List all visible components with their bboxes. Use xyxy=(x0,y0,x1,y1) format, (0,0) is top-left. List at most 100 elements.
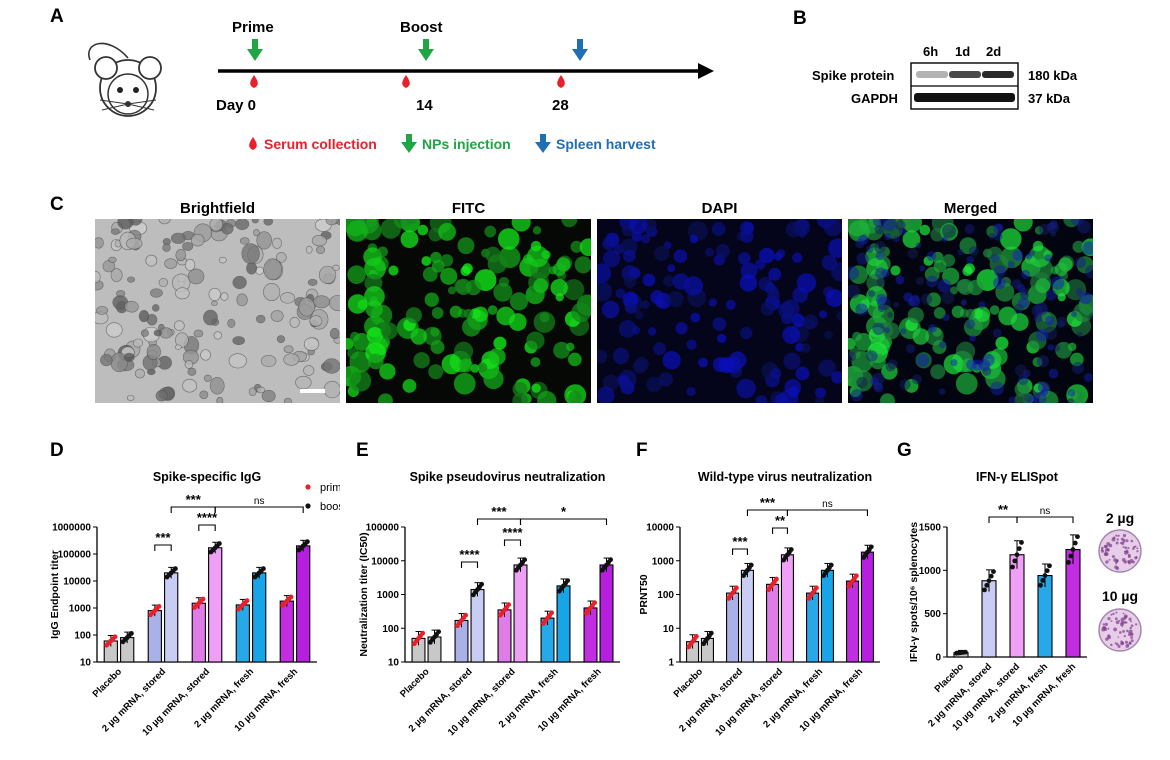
cell xyxy=(96,306,109,315)
data-point xyxy=(814,585,819,591)
fitc-cell xyxy=(563,279,585,301)
cell xyxy=(126,237,143,250)
data-point xyxy=(129,630,134,636)
legend-prime-marker xyxy=(305,484,311,490)
y-tick-label: 1000 xyxy=(69,604,92,615)
elispot-spot xyxy=(1104,550,1107,552)
legend-boost-marker xyxy=(305,503,311,509)
merged-nucleus xyxy=(884,232,892,241)
merged-cell xyxy=(1054,262,1068,277)
merged-nucleus xyxy=(850,389,864,402)
fitc-cell xyxy=(349,351,372,373)
fitc-cell xyxy=(378,393,393,403)
elispot-spot xyxy=(1120,537,1124,541)
cell xyxy=(322,358,340,374)
merged-nucleus xyxy=(874,225,885,235)
merged-nucleus xyxy=(848,266,860,281)
merged-nucleus xyxy=(893,235,900,243)
elispot-spot xyxy=(1130,636,1133,639)
data-point xyxy=(1070,547,1076,552)
merged-nucleus xyxy=(895,220,906,231)
dapi-nucleus xyxy=(629,219,648,234)
bar xyxy=(252,572,267,663)
fitc-cell xyxy=(379,363,396,380)
cell xyxy=(303,365,315,376)
cell xyxy=(158,278,169,287)
elispot-spot xyxy=(1117,644,1121,648)
merged-nucleus xyxy=(876,277,886,287)
bar xyxy=(208,547,223,663)
merged-cell xyxy=(951,305,965,318)
fitc-cell xyxy=(441,354,462,375)
elispot-spot xyxy=(1128,617,1132,621)
fitc-cell xyxy=(496,306,516,326)
elispot-spot xyxy=(1134,623,1138,626)
merged-cell xyxy=(1073,302,1093,323)
dapi-nucleus xyxy=(760,301,775,316)
elispot-spot xyxy=(1127,643,1130,646)
dapi-nucleus xyxy=(653,342,666,356)
y-tick-label: 0 xyxy=(935,653,941,664)
merged-nucleus xyxy=(1021,269,1031,279)
dapi-nucleus xyxy=(755,259,766,270)
data-point xyxy=(1047,563,1052,569)
merged-nucleus xyxy=(990,381,1004,396)
panel-label-c: C xyxy=(50,194,64,215)
fitc-cell xyxy=(346,367,352,378)
elispot-spot xyxy=(1111,554,1115,559)
merged-cell xyxy=(902,230,921,249)
fitc-cell xyxy=(430,327,440,337)
merged-nucleus xyxy=(1053,344,1061,352)
dapi-nucleus xyxy=(642,273,656,287)
merged-nucleus xyxy=(1011,279,1022,290)
fitc-cell xyxy=(465,279,482,296)
elispot-spot xyxy=(1110,643,1113,647)
panel-label-g: G xyxy=(897,440,912,461)
fitc-cell xyxy=(579,238,591,257)
cell xyxy=(263,282,281,301)
significance-bracket xyxy=(214,506,304,513)
fitc-cell xyxy=(421,256,432,266)
dapi-nucleus xyxy=(718,357,735,374)
significance-label: ns xyxy=(822,499,833,510)
cell xyxy=(158,219,171,225)
fitc-cell xyxy=(539,312,550,323)
data-point xyxy=(420,630,426,636)
dapi-nucleus xyxy=(635,310,644,320)
elispot-spot xyxy=(1121,557,1126,562)
fitc-cell xyxy=(568,390,582,403)
significance-label: ns xyxy=(254,496,265,507)
elispot-spot xyxy=(1117,534,1120,537)
elispot-spot xyxy=(1111,537,1116,542)
fitc-cell xyxy=(483,368,504,390)
bar xyxy=(470,589,485,663)
y-tick-label: 1000000 xyxy=(52,523,91,534)
merged-nucleus xyxy=(1008,396,1017,403)
bar xyxy=(820,569,834,663)
fitc-cell xyxy=(488,348,506,366)
merged-nucleus xyxy=(866,350,878,362)
merged-nucleus xyxy=(1045,315,1055,326)
merged-cell xyxy=(967,279,984,296)
merged-nucleus xyxy=(915,242,922,249)
cell xyxy=(164,258,178,269)
cell xyxy=(105,322,123,338)
chart-e: Spike pseudovirus neutralization 10 100 100… xyxy=(358,470,620,738)
significance-bracket xyxy=(460,561,479,568)
lane-1d: 1d xyxy=(955,44,970,59)
cell xyxy=(325,219,338,226)
serum-collection-drop xyxy=(250,75,565,88)
dapi-nucleus xyxy=(602,250,621,268)
elispot-spot xyxy=(1110,620,1113,622)
fitc-cell xyxy=(512,382,528,397)
merged-cell xyxy=(908,219,920,225)
cell xyxy=(150,288,163,298)
legend-prime-label: prime xyxy=(320,482,340,494)
bar xyxy=(497,609,512,663)
data-point xyxy=(868,544,874,550)
elispot-spot xyxy=(1101,546,1104,550)
dapi-nucleus xyxy=(597,349,608,364)
spleen-legend-label: Spleen harvest xyxy=(556,136,656,152)
merged-nucleus xyxy=(1084,265,1093,279)
dapi-image xyxy=(597,219,842,403)
